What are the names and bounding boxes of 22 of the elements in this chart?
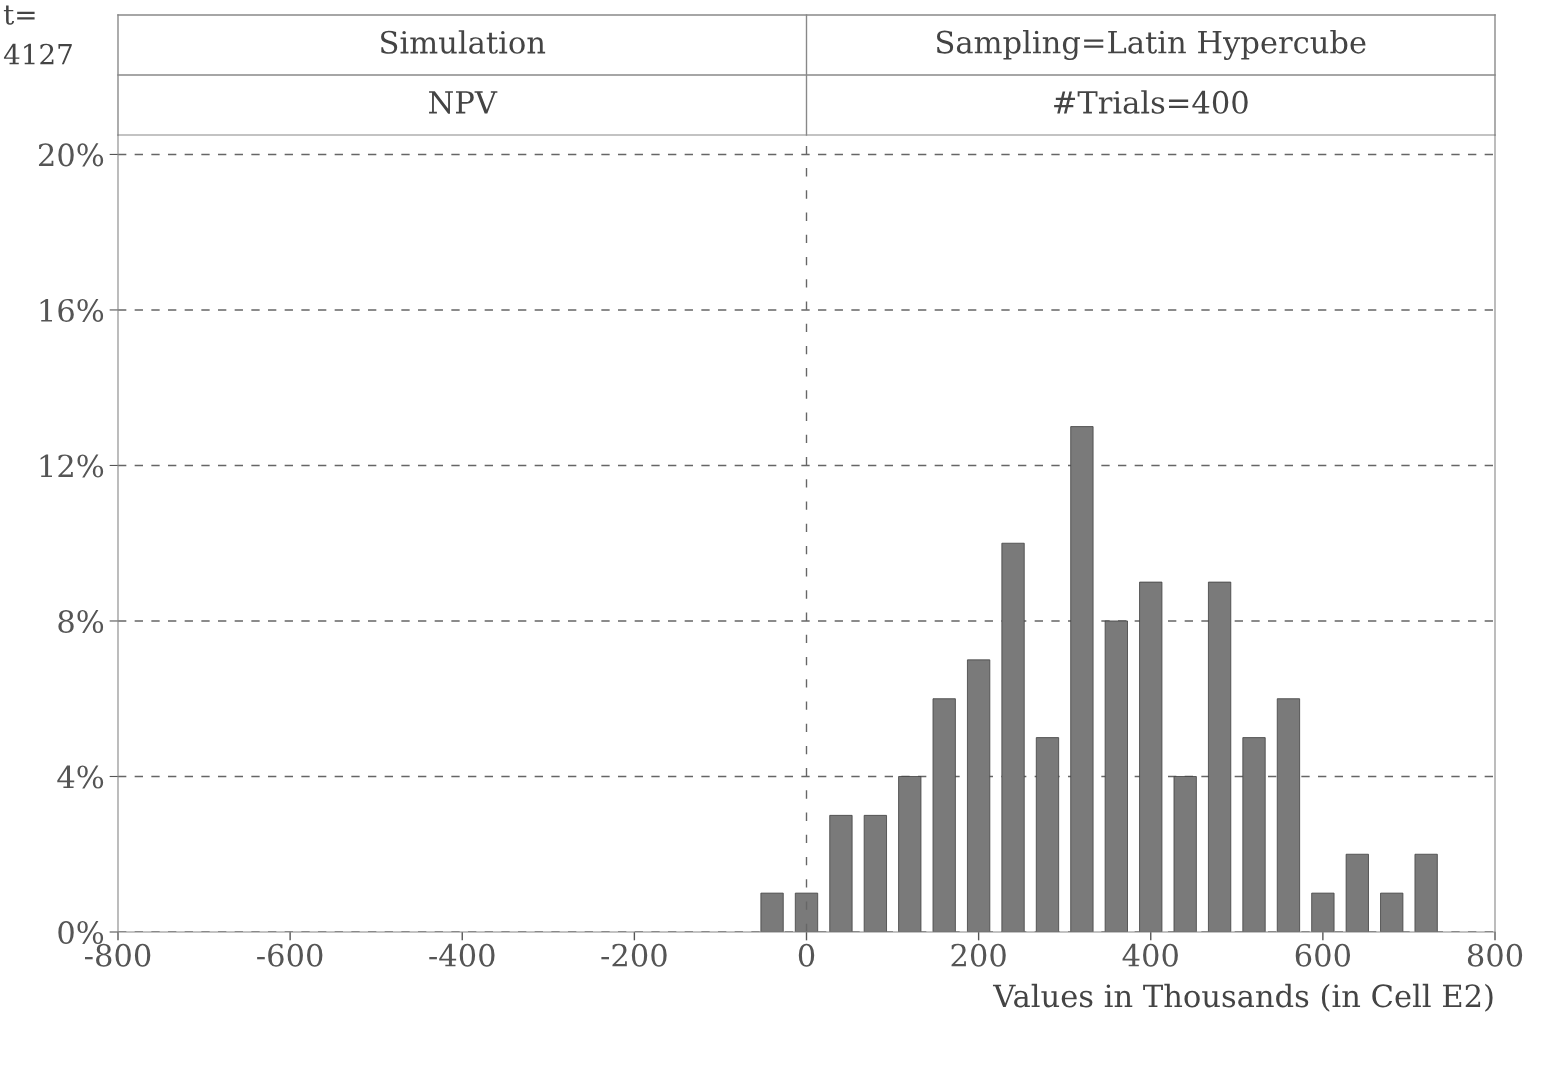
x-tick-label: 600 — [1295, 943, 1351, 967]
x-axis-title: Values in Thousands (in Cell E2) — [992, 983, 1493, 1012]
text: 4127 — [3, 43, 72, 65]
chart-title: Simulation — [381, 30, 546, 54]
x-tick-label: 400 — [1122, 943, 1178, 967]
x-tick-label: 0 — [798, 943, 815, 967]
y-tick-label: 12% — [40, 454, 104, 478]
y-tick-label: 8% — [58, 609, 104, 634]
x-tick-label: -400 — [429, 943, 495, 967]
x-tick-label: -800 — [85, 943, 151, 967]
text: #Trials=400 — [1054, 90, 1248, 114]
y-tick-label: 16% — [40, 298, 104, 322]
text: Sampling=Latin Hypercube — [937, 30, 1366, 60]
x-tick-label: -600 — [257, 943, 323, 967]
text: t= — [3, 5, 35, 25]
y-tick-label: 0% — [58, 920, 104, 945]
y-tick-label: 20% — [38, 143, 104, 167]
y-tick-label: 4% — [57, 765, 104, 789]
chart-subtitle: NPV — [429, 91, 498, 114]
x-tick-label: -200 — [601, 943, 667, 967]
x-tick-label: 800 — [1467, 943, 1523, 967]
x-tick-label: 200 — [951, 943, 1006, 967]
